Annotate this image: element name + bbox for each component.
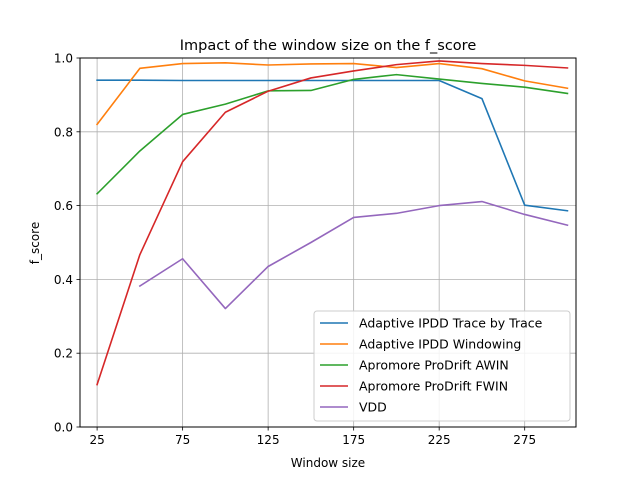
y-axis-label: f_score xyxy=(28,222,42,264)
y-tick-label: 0.0 xyxy=(54,421,73,435)
y-tick-label: 0.8 xyxy=(54,125,73,139)
legend: Adaptive IPDD Trace by Trace Adaptive IPD… xyxy=(313,310,571,422)
legend-label: Apromore ProDrift FWIN xyxy=(359,379,508,394)
x-tick-label: 25 xyxy=(89,433,104,447)
series-line-5 xyxy=(138,200,569,310)
legend-label: VDD xyxy=(359,400,387,415)
plot-frame xyxy=(79,57,577,428)
series-line-1 xyxy=(96,79,569,212)
x-axis-label: Window size xyxy=(291,456,365,470)
y-tick-label: 0.4 xyxy=(54,273,73,287)
series-lines xyxy=(95,60,569,386)
y-tick-label: 0.2 xyxy=(54,347,73,361)
x-tick-label: 225 xyxy=(428,433,451,447)
legend-label: Adaptive IPDD Trace by Trace xyxy=(359,316,543,331)
series-line-2 xyxy=(95,61,569,126)
y-tick-label: 0.6 xyxy=(54,199,73,213)
legend-box xyxy=(313,310,571,422)
legend-label: Adaptive IPDD Windowing xyxy=(359,337,521,352)
x-tick-label: 125 xyxy=(257,433,280,447)
series-line-3 xyxy=(95,73,569,195)
chart-title: Impact of the window size on the f_score xyxy=(180,38,477,54)
series-line-4 xyxy=(96,60,569,386)
x-tick-label: 75 xyxy=(175,433,190,447)
x-tick-label: 175 xyxy=(342,433,365,447)
x-tick-label: 275 xyxy=(513,433,536,447)
y-tick-label: 1.0 xyxy=(54,52,73,66)
axis-ticks: 25 75 125 175 225 275 0.0 0.2 0.4 0.6 0.8 1.0 xyxy=(54,52,536,448)
legend-label: Apromore ProDrift AWIN xyxy=(359,358,509,373)
